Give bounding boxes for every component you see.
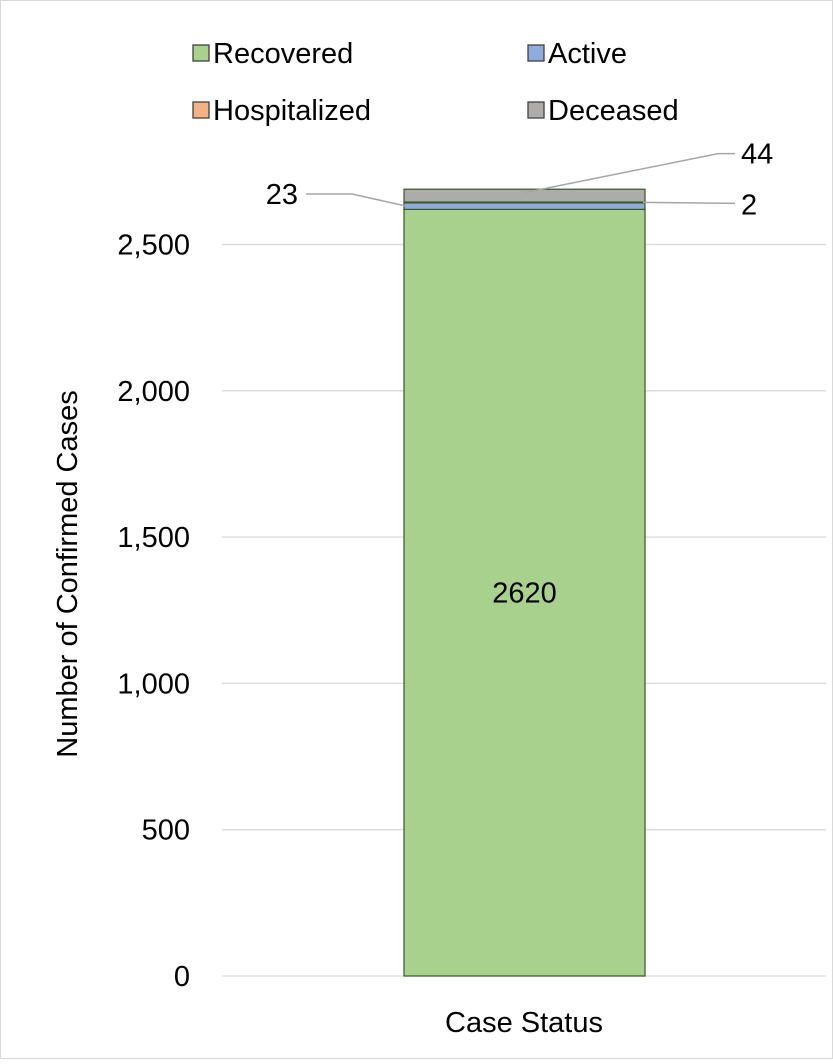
y-tick-label: 0 bbox=[174, 961, 190, 993]
legend-label-recovered: Recovered bbox=[213, 38, 353, 70]
legend-label-deceased: Deceased bbox=[548, 95, 679, 127]
legend-swatch-deceased bbox=[527, 101, 545, 119]
data-label-layer: 2620 23 2 44 bbox=[266, 139, 774, 610]
y-axis-label: Number of Confirmed Cases bbox=[52, 390, 84, 757]
bar-segment-deceased bbox=[403, 188, 646, 203]
legend-label-hospitalized: Hospitalized bbox=[213, 95, 371, 127]
legend: Recovered Active Hospitalized Deceased bbox=[192, 38, 679, 127]
leader-line-active bbox=[306, 193, 407, 207]
data-label-hospitalized: 2 bbox=[741, 189, 757, 221]
bar-segment-recovered bbox=[403, 208, 646, 977]
legend-swatch-hospitalized bbox=[192, 101, 210, 119]
y-tick-label: 2,500 bbox=[117, 230, 190, 262]
y-tick-label: 2,000 bbox=[117, 376, 190, 408]
bar-layer bbox=[403, 188, 646, 977]
data-label-recovered: 2620 bbox=[492, 578, 557, 610]
data-label-active: 23 bbox=[266, 179, 298, 211]
axis-layer: 0 500 1,000 1,500 2,000 2,500 bbox=[117, 230, 190, 994]
y-tick-label: 1,000 bbox=[117, 668, 190, 700]
legend-label-active: Active bbox=[548, 38, 627, 70]
y-tick-label: 500 bbox=[142, 815, 190, 847]
leader-line-hospitalized bbox=[642, 201, 736, 205]
legend-swatch-recovered bbox=[192, 44, 210, 62]
leader-line-deceased bbox=[524, 152, 735, 194]
bar-segment-active bbox=[403, 202, 646, 210]
y-tick-label: 1,500 bbox=[117, 522, 190, 554]
x-axis-label: Case Status bbox=[445, 1007, 603, 1039]
legend-swatch-active bbox=[527, 44, 545, 62]
data-label-deceased: 44 bbox=[741, 139, 773, 171]
